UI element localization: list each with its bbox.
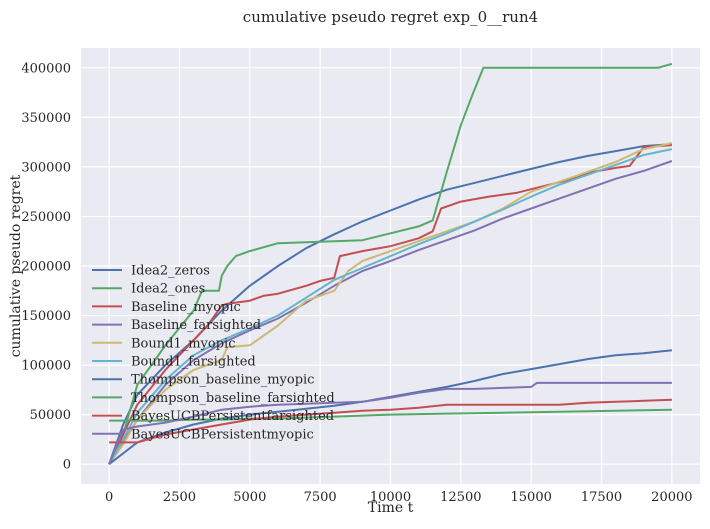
series-line-bayesucbpersistentfarsighted	[109, 398, 672, 444]
y-tick-label: 200000	[21, 260, 71, 275]
x-tick-label: 15000	[511, 490, 552, 505]
legend-label: BayesUCBPersistentfarsighted	[131, 409, 334, 424]
series-lines	[108, 62, 673, 465]
series-line-idea2-ones	[108, 62, 673, 465]
series-line-baseline-myopic	[108, 144, 672, 465]
x-tick-label: 10000	[370, 490, 411, 505]
x-tick-label: 20000	[651, 490, 692, 505]
x-tick-label: 7500	[304, 490, 337, 505]
legend-label: Idea2_ones	[131, 282, 205, 297]
y-tick-label: 0	[63, 458, 71, 473]
y-tick-label: 350000	[21, 111, 71, 126]
chart-title: cumulative pseudo regret exp_0__run4	[243, 8, 538, 26]
y-tick-label: 250000	[21, 210, 71, 225]
legend-label: BayesUCBPersistentmyopic	[131, 427, 314, 442]
y-tick-label: 100000	[21, 359, 71, 374]
series-line-idea2-zeros	[108, 143, 672, 465]
x-tick-label: 17500	[581, 490, 622, 505]
legend: Idea2_zeros Idea2_ones Baseline_myopic Base…	[92, 264, 335, 442]
legend-label: Idea2_zeros	[131, 264, 210, 279]
series-line-baseline-farsighted	[108, 160, 673, 465]
series-line-bayesucbpersistentmyopic	[108, 381, 672, 465]
legend-label: Bound1_farsighted	[131, 355, 256, 370]
legend-label: Thompson_baseline_farsighted	[131, 391, 335, 406]
y-axis-label: cumulative pseudo regret	[8, 174, 24, 357]
x-tick-label: 12500	[440, 490, 481, 505]
series-line-bound1-farsighted	[108, 148, 673, 465]
legend-label: Baseline_myopic	[131, 300, 241, 315]
series-line-bound1-myopic	[108, 142, 673, 465]
legend-label: Baseline_farsighted	[131, 318, 261, 333]
x-tick-label: 5000	[233, 490, 266, 505]
y-tick-label: 50000	[30, 408, 71, 423]
legend-label: Bound1_myopic	[131, 336, 235, 351]
legend-label: Thompson_baseline_myopic	[131, 373, 314, 388]
x-tick-label: 2500	[163, 490, 196, 505]
x-tick-label: 0	[105, 490, 113, 505]
y-tick-label: 400000	[21, 61, 71, 76]
tick-labels: 0 2500 5000 7500 10000 12500 15000 17500 2000005…	[21, 61, 692, 505]
y-tick-label: 150000	[21, 309, 71, 324]
x-axis-label: Time t	[368, 500, 414, 516]
y-tick-label: 300000	[21, 160, 71, 175]
